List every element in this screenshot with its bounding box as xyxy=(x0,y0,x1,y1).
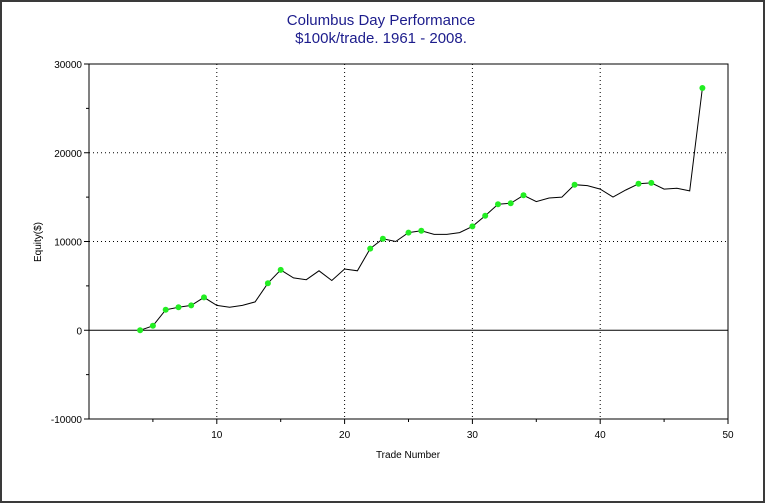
data-point xyxy=(264,280,271,287)
x-tick-label: 50 xyxy=(722,430,734,441)
data-point xyxy=(571,181,578,188)
data-point xyxy=(379,235,386,242)
grid-lines xyxy=(89,64,728,419)
data-point xyxy=(149,322,156,329)
y-tick-label: 0 xyxy=(76,326,82,337)
tick-labels: 10 20 30 40 50 -10000 0 10000 20000 30000 xyxy=(51,60,734,441)
x-tick-label: 10 xyxy=(211,430,223,441)
y-tick-label: 20000 xyxy=(54,149,82,160)
data-point xyxy=(482,212,489,219)
data-point xyxy=(188,302,195,309)
data-point xyxy=(635,180,642,187)
y-tick-label: 30000 xyxy=(54,60,82,71)
x-tick-label: 20 xyxy=(339,430,351,441)
y-tick-label: -10000 xyxy=(51,415,83,426)
data-point xyxy=(648,179,655,186)
y-tick-label: 10000 xyxy=(54,238,82,249)
data-point xyxy=(495,201,501,208)
chart-title: Columbus Day Performance xyxy=(287,12,475,29)
plot-area xyxy=(88,63,729,420)
chart-subtitle: $100k/trade. 1961 - 2008. xyxy=(295,30,467,47)
x-tick-label: 40 xyxy=(595,430,607,441)
data-point xyxy=(520,192,527,199)
data-point xyxy=(405,229,412,236)
data-point xyxy=(162,306,169,313)
data-point xyxy=(175,304,182,311)
data-point xyxy=(469,223,476,230)
x-tick-label: 30 xyxy=(467,430,479,441)
data-point xyxy=(277,266,284,273)
data-point xyxy=(699,85,706,91)
x-axis-title: Trade Number xyxy=(376,450,441,461)
axis-ticks xyxy=(84,63,729,424)
data-point xyxy=(367,245,374,252)
data-point xyxy=(137,327,144,334)
data-point xyxy=(507,200,514,207)
y-axis-title: Equity($) xyxy=(33,222,44,262)
equity-line xyxy=(139,87,703,331)
data-markers xyxy=(137,85,706,334)
data-point xyxy=(201,294,207,301)
data-point xyxy=(418,227,425,234)
